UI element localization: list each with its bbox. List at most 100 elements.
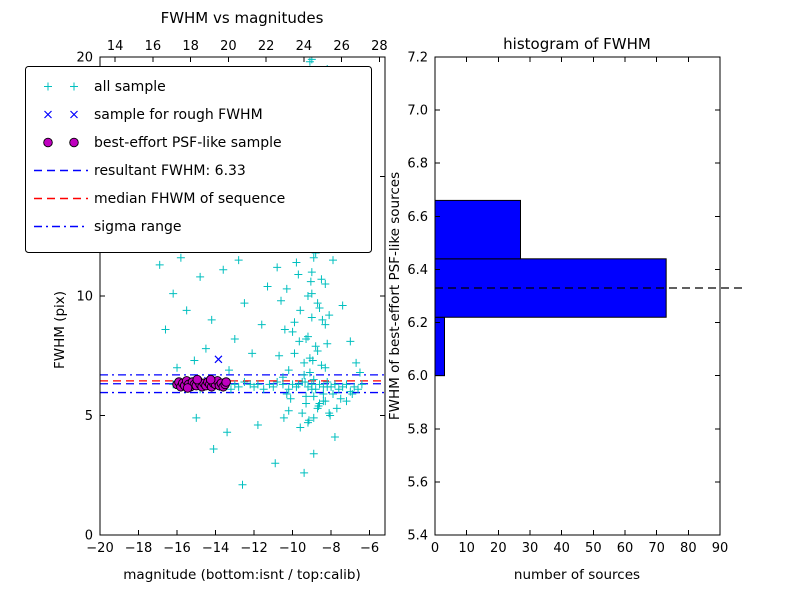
- plus-marker: [330, 380, 339, 389]
- plus-marker: [313, 299, 322, 308]
- x-tick-label-top: 14: [107, 39, 124, 54]
- plus-marker: [296, 423, 305, 432]
- plus-marker: [190, 356, 199, 365]
- plus-marker: [298, 378, 307, 387]
- y-tick-label: 6.4: [407, 263, 428, 278]
- x-tick-label-bottom: −12: [240, 541, 267, 556]
- x-tick-label-top: 26: [333, 39, 350, 54]
- plus-marker: [342, 397, 351, 406]
- x-tick-label-top: 22: [258, 39, 275, 54]
- plus-marker: [309, 449, 318, 458]
- plus-marker: [209, 444, 218, 453]
- plus-marker: [240, 299, 249, 308]
- histogram-bar: [434, 199, 521, 260]
- scatter-xlabel: magnitude (bottom:isnt / top:calib): [123, 567, 360, 583]
- histogram-bars: [434, 199, 667, 377]
- plus-marker: [169, 289, 178, 298]
- legend-item: sample for rough FWHM: [44, 107, 263, 123]
- plus-marker: [325, 409, 334, 418]
- plus-marker: [309, 375, 318, 384]
- x-tick-label-top: 20: [220, 39, 237, 54]
- y-tick-label: 6.0: [407, 369, 428, 384]
- plus-marker: [278, 380, 287, 389]
- plus-marker: [307, 268, 316, 277]
- plus-marker: [238, 480, 247, 489]
- y-tick-label: 0: [85, 529, 93, 544]
- plus-marker: [329, 389, 338, 398]
- plus-marker: [321, 320, 330, 329]
- plus-marker: [325, 311, 334, 320]
- legend-item: resultant FWHM: 6.33: [34, 163, 246, 179]
- legend-label: median FHWM of sequence: [94, 191, 285, 207]
- plus-marker: [240, 378, 249, 387]
- scatter-title: FWHM vs magnitudes: [161, 9, 324, 27]
- legend-label: all sample: [94, 79, 166, 95]
- plus-marker: [311, 385, 320, 394]
- plus-marker: [173, 363, 182, 372]
- x-tick-label: 60: [617, 541, 634, 556]
- histogram-title: histogram of FWHM: [503, 35, 651, 53]
- y-tick-label: 5.8: [407, 422, 428, 437]
- x-tick-label: 30: [522, 541, 539, 556]
- legend-box: [25, 66, 372, 253]
- plus-marker: [288, 327, 297, 336]
- plus-marker: [300, 468, 309, 477]
- circle-marker: [221, 377, 231, 387]
- plus-marker: [176, 253, 185, 262]
- plus-marker: [321, 363, 330, 372]
- x-tick-label-top: 16: [145, 39, 162, 54]
- plus-marker: [294, 270, 303, 279]
- plus-marker: [357, 380, 366, 389]
- x-tick-label-bottom: −16: [163, 541, 190, 556]
- legend-item: median FHWM of sequence: [34, 191, 285, 207]
- plus-marker: [348, 389, 357, 398]
- plus-marker: [282, 389, 291, 398]
- plus-marker: [309, 392, 318, 401]
- plus-marker: [300, 358, 309, 367]
- x-tick-label: 80: [680, 541, 697, 556]
- x-tick-label: 10: [458, 541, 475, 556]
- legend: all sample sample for rough FWHM best-effo…: [25, 66, 372, 253]
- plus-marker: [223, 428, 232, 437]
- plus-marker: [284, 406, 293, 415]
- legend-label: resultant FWHM: 6.33: [94, 163, 246, 179]
- x-marker: [214, 355, 223, 364]
- plus-marker: [323, 339, 332, 348]
- x-tick-label-bottom: −20: [86, 541, 113, 556]
- plus-marker: [253, 421, 262, 430]
- plus-marker: [263, 282, 272, 291]
- plus-marker: [307, 313, 316, 322]
- plus-marker: [284, 366, 293, 375]
- histogram-bar: [434, 316, 445, 377]
- plus-marker: [234, 256, 243, 265]
- legend-item: sigma range: [34, 219, 181, 235]
- plus-marker: [275, 351, 284, 360]
- plus-marker: [315, 303, 324, 312]
- plus-marker: [321, 397, 330, 406]
- x-tick-label: 0: [431, 541, 439, 556]
- plus-marker: [302, 392, 311, 401]
- x-tick-label-bottom: −6: [360, 541, 379, 556]
- plus-marker: [317, 275, 326, 284]
- x-tick-label-bottom: −14: [202, 541, 229, 556]
- plus-marker: [332, 404, 341, 413]
- plus-marker: [304, 416, 313, 425]
- plus-marker: [279, 413, 288, 422]
- x-tick-label: 20: [490, 541, 507, 556]
- circle-marker: [69, 137, 79, 148]
- circle-marker: [182, 383, 193, 393]
- plus-marker: [309, 253, 318, 262]
- plus-marker: [308, 356, 317, 365]
- psf-like-sample-points: [172, 374, 231, 393]
- legend-label: sigma range: [94, 219, 181, 235]
- plus-marker: [155, 260, 164, 269]
- plus-marker: [44, 82, 52, 91]
- plus-marker: [282, 284, 291, 293]
- y-tick-label: 6.2: [407, 316, 428, 331]
- plus-marker: [313, 346, 322, 355]
- histogram-ylabel: FWHM of best-effort PSF-like sources: [387, 172, 403, 420]
- scatter-ylabel: FWHM (pix): [52, 291, 68, 369]
- plus-marker: [273, 378, 282, 387]
- plus-marker: [207, 315, 216, 324]
